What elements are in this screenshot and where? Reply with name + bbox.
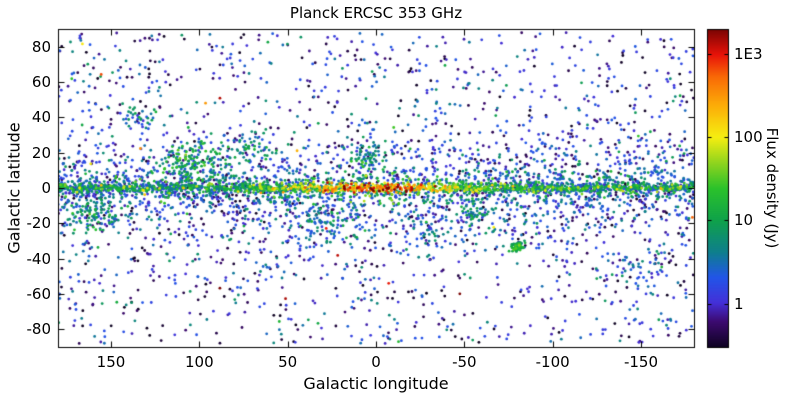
colorbar-label: Flux density (Jy) [763, 127, 781, 249]
y-axis-label: Galactic latitude [4, 122, 24, 254]
x-axis-label: Galactic longitude [303, 374, 449, 393]
chart-title: Planck ERCSC 353 GHz [289, 4, 463, 22]
